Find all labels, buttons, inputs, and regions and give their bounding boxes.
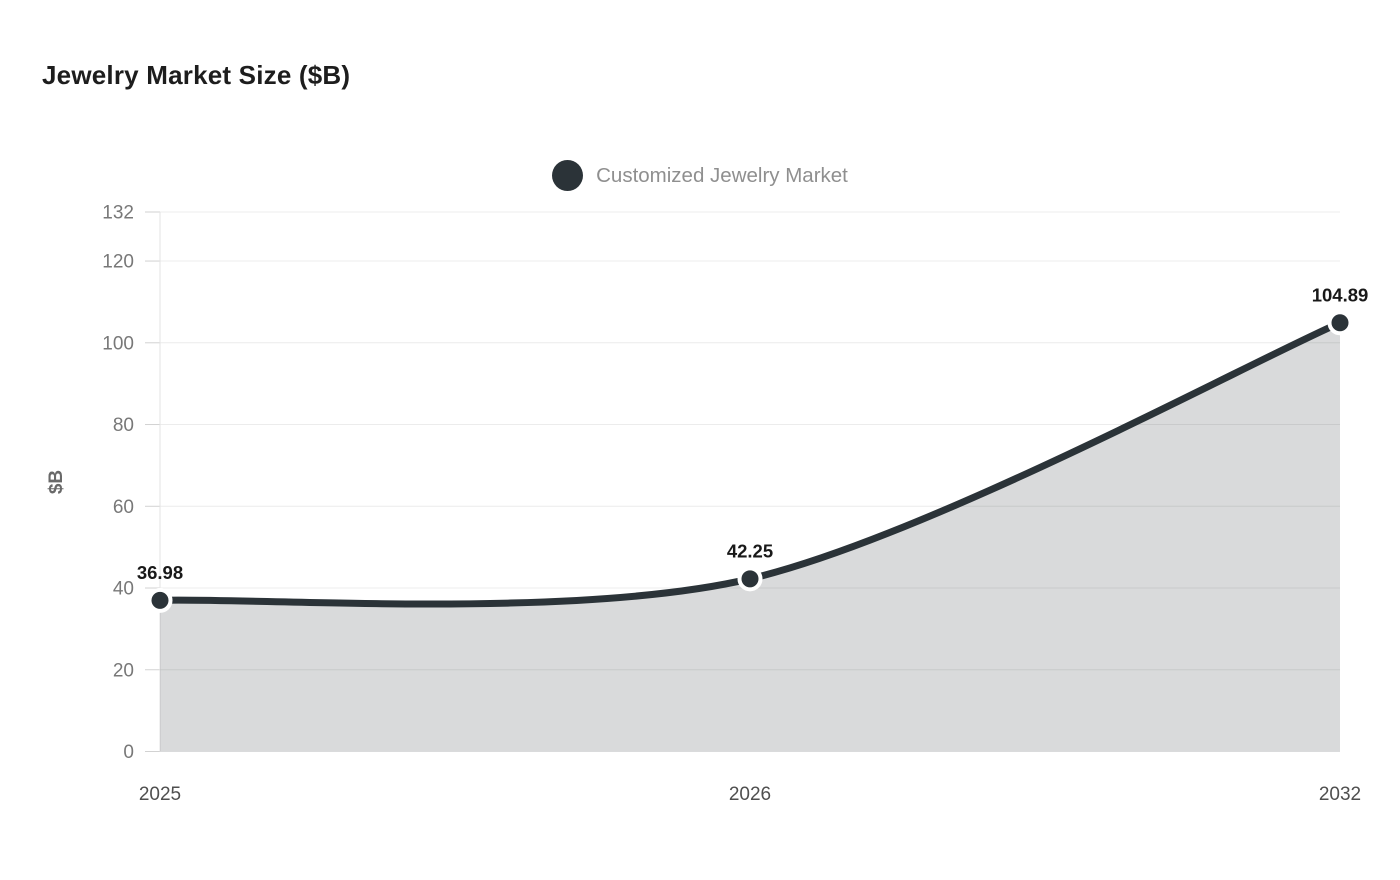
series-area-fill [160,322,1340,752]
y-tick-label: 20 [113,660,134,681]
y-tick-label: 100 [102,333,134,354]
y-axis-title: $B [46,470,67,494]
y-tick-label: 80 [113,415,134,436]
y-tick-label: 120 [102,252,134,273]
x-tick-label: 2026 [729,784,771,805]
data-point-2032[interactable] [1327,310,1353,336]
data-point-label: 36.98 [137,562,183,583]
y-tick-label: 132 [102,203,134,224]
chart-title: Jewelry Market Size ($B) [42,60,351,90]
y-tick-label: 60 [113,497,134,518]
x-tick-label: 2032 [1319,784,1361,805]
series-layer: 36.98 42.25 104.89 [137,284,1369,752]
y-tick-label: 0 [123,742,134,763]
data-point-label: 104.89 [1312,284,1369,305]
axis-label-layer: 0 20 40 60 80 100 120 132 2025 2026 2032 [102,203,1361,806]
legend-item-customized-jewelry-market[interactable]: Customized Jewelry Market [552,160,848,191]
x-tick-label: 2025 [139,784,181,805]
legend-label: Customized Jewelry Market [596,163,848,187]
legend: Customized Jewelry Market [0,160,1400,191]
data-point-label: 42.25 [727,540,773,561]
data-point-2026[interactable] [737,566,763,592]
data-point-2025[interactable] [147,587,173,613]
legend-marker-circle-icon [552,160,584,191]
grid-layer [145,211,1340,752]
y-tick-label: 40 [113,579,134,600]
